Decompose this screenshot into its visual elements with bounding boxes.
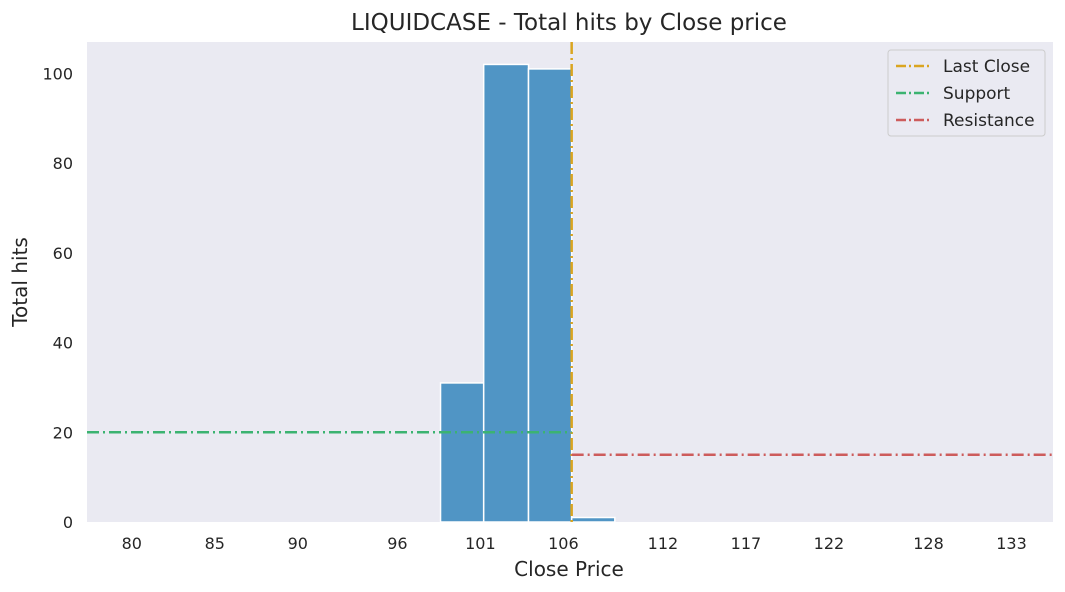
x-tick-label: 122 (814, 534, 845, 553)
histogram-bar (482, 63, 530, 523)
x-tick-label: 101 (465, 534, 496, 553)
histogram-bar (527, 68, 573, 523)
x-tick-label: 85 (205, 534, 225, 553)
histogram-bar (570, 516, 616, 523)
x-axis-label: Close Price (514, 557, 624, 581)
reference-lines (87, 42, 1053, 522)
y-axis-ticks: 0 20 40 60 80 100 (42, 64, 73, 532)
y-tick-label: 40 (53, 334, 73, 353)
x-tick-label: 90 (288, 534, 308, 553)
x-tick-label: 96 (387, 534, 407, 553)
x-tick-label: 117 (731, 534, 762, 553)
chart-title: LIQUIDCASE - Total hits by Close price (351, 10, 787, 36)
x-tick-label: 133 (996, 534, 1027, 553)
histogram-bars (439, 63, 616, 523)
y-tick-label: 80 (53, 154, 73, 173)
legend-entry: Last Close (943, 57, 1030, 77)
x-axis-ticks: 80 85 90 96 101 106 112 117 122 128 133 (122, 534, 1027, 553)
x-tick-label: 112 (648, 534, 679, 553)
y-tick-label: 0 (63, 513, 73, 532)
y-tick-label: 100 (42, 64, 73, 83)
x-tick-label: 128 (913, 534, 944, 553)
legend-entry: Support (943, 84, 1011, 104)
legend: Last Close Support Resistance (887, 49, 1046, 137)
legend-box (887, 49, 1046, 137)
histogram-bar (439, 382, 485, 523)
x-tick-label: 106 (548, 534, 579, 553)
x-tick-label: 80 (122, 534, 142, 553)
y-tick-label: 20 (53, 423, 73, 442)
legend-entry: Resistance (943, 111, 1035, 131)
y-tick-label: 60 (53, 244, 73, 263)
y-axis-label: Total hits (8, 237, 32, 328)
